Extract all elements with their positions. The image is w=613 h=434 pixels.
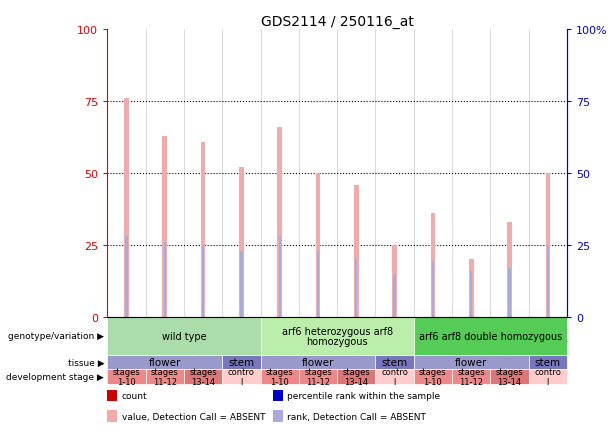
Bar [528,355,567,369]
Bar [261,355,375,369]
Bar [124,99,129,317]
Bar [222,369,261,384]
Bar [337,369,375,384]
Bar [414,369,452,384]
Bar [392,245,397,317]
Text: stages
11-12: stages 11-12 [457,367,485,386]
Bar [107,355,222,369]
Bar [240,251,243,317]
Bar [277,128,282,317]
Bar [202,245,204,317]
Text: arf6 arf8 double homozygous: arf6 arf8 double homozygous [419,331,562,341]
Text: contro
l: contro l [228,367,255,386]
Text: stages
1-10: stages 1-10 [113,367,140,386]
Text: tissue ▶: tissue ▶ [67,358,104,367]
Text: contro
l: contro l [535,367,562,386]
Bar [414,317,567,355]
Bar [222,355,261,369]
Bar [273,411,283,421]
Bar [547,245,549,317]
Bar [507,223,512,317]
Text: contro
l: contro l [381,367,408,386]
Text: stem: stem [381,357,408,367]
Bar [107,317,261,355]
Bar [355,260,357,317]
Text: arf6 heterozygous arf8
homozygous: arf6 heterozygous arf8 homozygous [281,326,393,346]
Bar [508,268,511,317]
Text: stages
11-12: stages 11-12 [151,367,178,386]
Bar [261,317,414,355]
Text: flower: flower [302,357,334,367]
Text: stages
11-12: stages 11-12 [304,367,332,386]
Bar [162,136,167,317]
Bar [145,369,184,384]
Bar [375,355,414,369]
Bar [261,369,299,384]
Bar [394,274,396,317]
Bar [299,369,337,384]
Text: rank, Detection Call = ABSENT: rank, Detection Call = ABSENT [287,412,427,421]
Bar [490,369,528,384]
Text: wild type: wild type [162,331,206,341]
Bar [546,174,550,317]
Text: stages
1-10: stages 1-10 [419,367,447,386]
Bar [107,411,118,421]
Bar [414,355,528,369]
Bar [470,271,473,317]
Bar [432,263,434,317]
Text: stages
13-14: stages 13-14 [496,367,524,386]
Text: stem: stem [535,357,561,367]
Bar [528,369,567,384]
Bar [184,369,222,384]
Bar [273,390,283,401]
Bar [164,243,166,317]
Bar [278,237,281,317]
Bar [107,390,118,401]
Text: percentile rank within the sample: percentile rank within the sample [287,391,441,400]
Text: flower: flower [148,357,181,367]
Text: stem: stem [228,357,254,367]
Text: value, Detection Call = ABSENT: value, Detection Call = ABSENT [122,412,265,421]
Bar [469,260,473,317]
Bar [316,174,321,317]
Text: stages
1-10: stages 1-10 [266,367,294,386]
Bar [430,214,435,317]
Bar [375,369,414,384]
Text: genotype/variation ▶: genotype/variation ▶ [8,332,104,341]
Bar [354,185,359,317]
Title: GDS2114 / 250116_at: GDS2114 / 250116_at [261,15,414,30]
Text: stages
13-14: stages 13-14 [189,367,217,386]
Bar [452,369,490,384]
Text: stages
13-14: stages 13-14 [343,367,370,386]
Bar [125,237,128,317]
Text: count: count [122,391,148,400]
Bar [201,142,205,317]
Bar [317,251,319,317]
Bar [239,168,244,317]
Text: development stage ▶: development stage ▶ [7,372,104,381]
Text: flower: flower [455,357,487,367]
Bar [107,369,145,384]
